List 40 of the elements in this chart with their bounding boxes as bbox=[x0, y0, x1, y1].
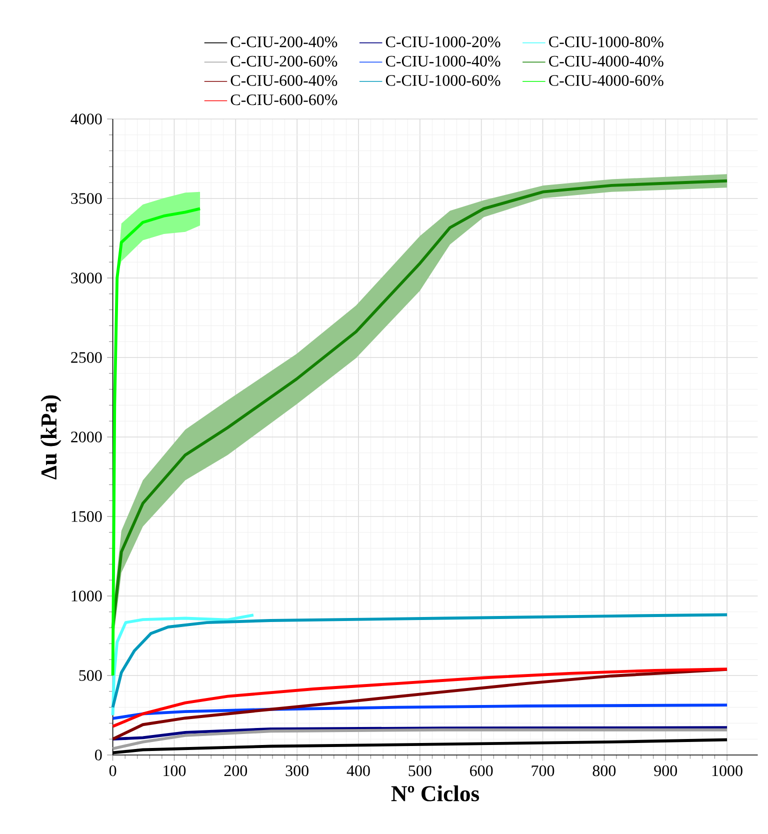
line-series bbox=[111, 668, 728, 728]
x-axis-title: Nº Ciclos bbox=[391, 785, 480, 802]
y-axis-title: Δu (kPa) bbox=[40, 395, 62, 480]
line-series bbox=[111, 704, 728, 720]
x-tick-label: 100 bbox=[164, 765, 186, 776]
x-tick-label: 700 bbox=[532, 765, 554, 776]
legend-label: C-CIU-600-60% bbox=[230, 94, 338, 106]
y-tick-label: 4000 bbox=[70, 114, 102, 124]
legend-label: C-CIU-200-40% bbox=[230, 36, 338, 48]
x-tick-label: 0 bbox=[109, 765, 116, 776]
y-tick-label: 1000 bbox=[72, 590, 102, 602]
x-tick-label: 300 bbox=[286, 765, 308, 776]
x-tick-label: 500 bbox=[408, 765, 432, 776]
x-tick-label: 900 bbox=[654, 765, 677, 776]
y-tick-label: 3500 bbox=[71, 193, 102, 204]
legend-label: C-CIU-4000-60% bbox=[549, 75, 664, 86]
legend-label: C-CIU-1000-60% bbox=[386, 75, 500, 86]
line-series bbox=[111, 668, 728, 741]
legend-label: C-CIU-1000-20% bbox=[386, 36, 500, 48]
x-tick-label: 400 bbox=[346, 765, 370, 776]
line-series bbox=[111, 613, 728, 709]
legend-label: C-CIU-200-60% bbox=[230, 56, 338, 67]
legend-label: C-CIU-1000-80% bbox=[549, 36, 664, 48]
y-tick-label: 3000 bbox=[71, 272, 102, 284]
line-series bbox=[111, 614, 255, 717]
x-tick-label: 800 bbox=[592, 765, 616, 776]
x-tick-label: 600 bbox=[470, 765, 493, 776]
line-series bbox=[111, 728, 728, 750]
y-tick-label: 2500 bbox=[71, 352, 102, 363]
legend-label: C-CIU-1000-40% bbox=[386, 56, 500, 67]
x-tick-label: 1000 bbox=[712, 765, 742, 776]
line-series bbox=[111, 207, 202, 677]
x-tick-label: 200 bbox=[224, 765, 248, 776]
legend-label: C-CIU-4000-40% bbox=[549, 56, 664, 67]
y-tick-label: 1500 bbox=[72, 511, 102, 522]
y-tick-label: 500 bbox=[79, 670, 102, 681]
y-tick-label: 0 bbox=[95, 750, 102, 760]
line-series bbox=[111, 726, 728, 741]
y-tick-label: 2000 bbox=[71, 432, 102, 442]
legend-label: C-CIU-600-40% bbox=[230, 75, 338, 86]
